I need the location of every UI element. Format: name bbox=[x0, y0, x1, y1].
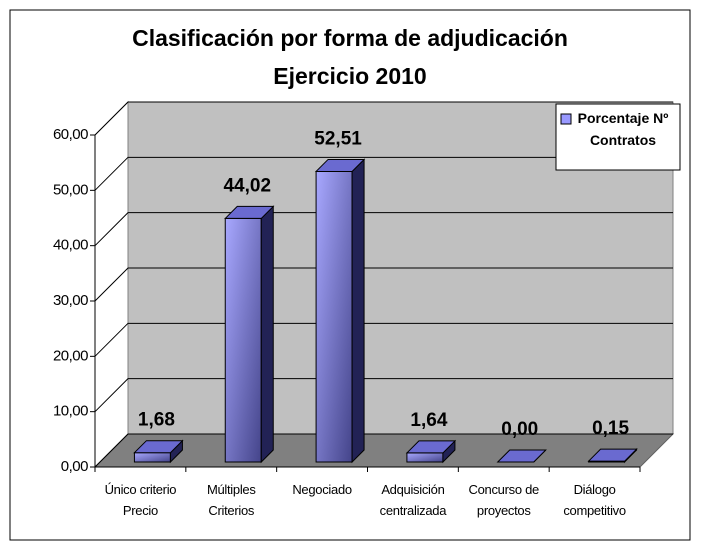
y-tick-label: 30,00 bbox=[53, 292, 88, 309]
grid-line bbox=[94, 433, 673, 468]
y-tick-label: 10,00 bbox=[53, 403, 88, 420]
bar-side bbox=[351, 158, 365, 464]
bar-front bbox=[224, 217, 262, 463]
grid-line bbox=[94, 156, 673, 191]
bar-top bbox=[405, 440, 457, 454]
grid-line bbox=[94, 322, 673, 357]
bar bbox=[224, 205, 275, 464]
x-tick-label: Adquisición centralizada bbox=[379, 482, 447, 518]
bar bbox=[496, 449, 547, 463]
bar-top bbox=[314, 158, 366, 172]
data-label: 1,68 bbox=[138, 410, 175, 431]
bar-top bbox=[496, 449, 547, 463]
bar-front bbox=[406, 452, 444, 463]
data-label: 0,15 bbox=[592, 418, 629, 439]
bar bbox=[133, 439, 184, 464]
legend-label: Porcentaje Nº Contratos bbox=[577, 110, 669, 148]
bar bbox=[587, 447, 638, 464]
data-label: 44,02 bbox=[223, 175, 271, 196]
bar-top bbox=[133, 440, 184, 454]
grid-line bbox=[94, 212, 673, 247]
bar bbox=[405, 439, 457, 464]
grid-line bbox=[94, 267, 673, 302]
chart-title: Clasificación por forma de adjudicación bbox=[132, 25, 568, 51]
legend-swatch bbox=[560, 113, 572, 125]
legend bbox=[555, 103, 681, 171]
data-label: 1,64 bbox=[410, 410, 447, 431]
bar-side bbox=[260, 205, 274, 464]
bar-top bbox=[587, 448, 638, 462]
y-tick-label: 0,00 bbox=[61, 458, 88, 475]
x-tick-label: Concurso de proyectos bbox=[468, 482, 540, 518]
data-label: 52,51 bbox=[314, 128, 362, 149]
bar-front bbox=[133, 452, 171, 463]
grid-line bbox=[94, 101, 673, 136]
x-tick-label: Negociado bbox=[292, 482, 352, 497]
bar-top bbox=[224, 205, 275, 219]
x-tick-label: Único criterio Precio bbox=[104, 482, 177, 518]
data-label: 0,00 bbox=[501, 419, 538, 440]
grid-line bbox=[94, 378, 673, 413]
bar-front bbox=[315, 170, 353, 463]
bar bbox=[314, 158, 366, 464]
x-tick-label: Múltiples Criterios bbox=[206, 482, 256, 518]
chart-subtitle: Ejercicio 2010 bbox=[273, 63, 426, 89]
y-tick-label: 20,00 bbox=[53, 347, 88, 364]
y-tick-label: 50,00 bbox=[53, 181, 88, 198]
y-tick-label: 40,00 bbox=[53, 237, 88, 254]
x-tick-label: Diálogo competitivo bbox=[563, 482, 626, 518]
y-tick-label: 60,00 bbox=[53, 126, 88, 143]
